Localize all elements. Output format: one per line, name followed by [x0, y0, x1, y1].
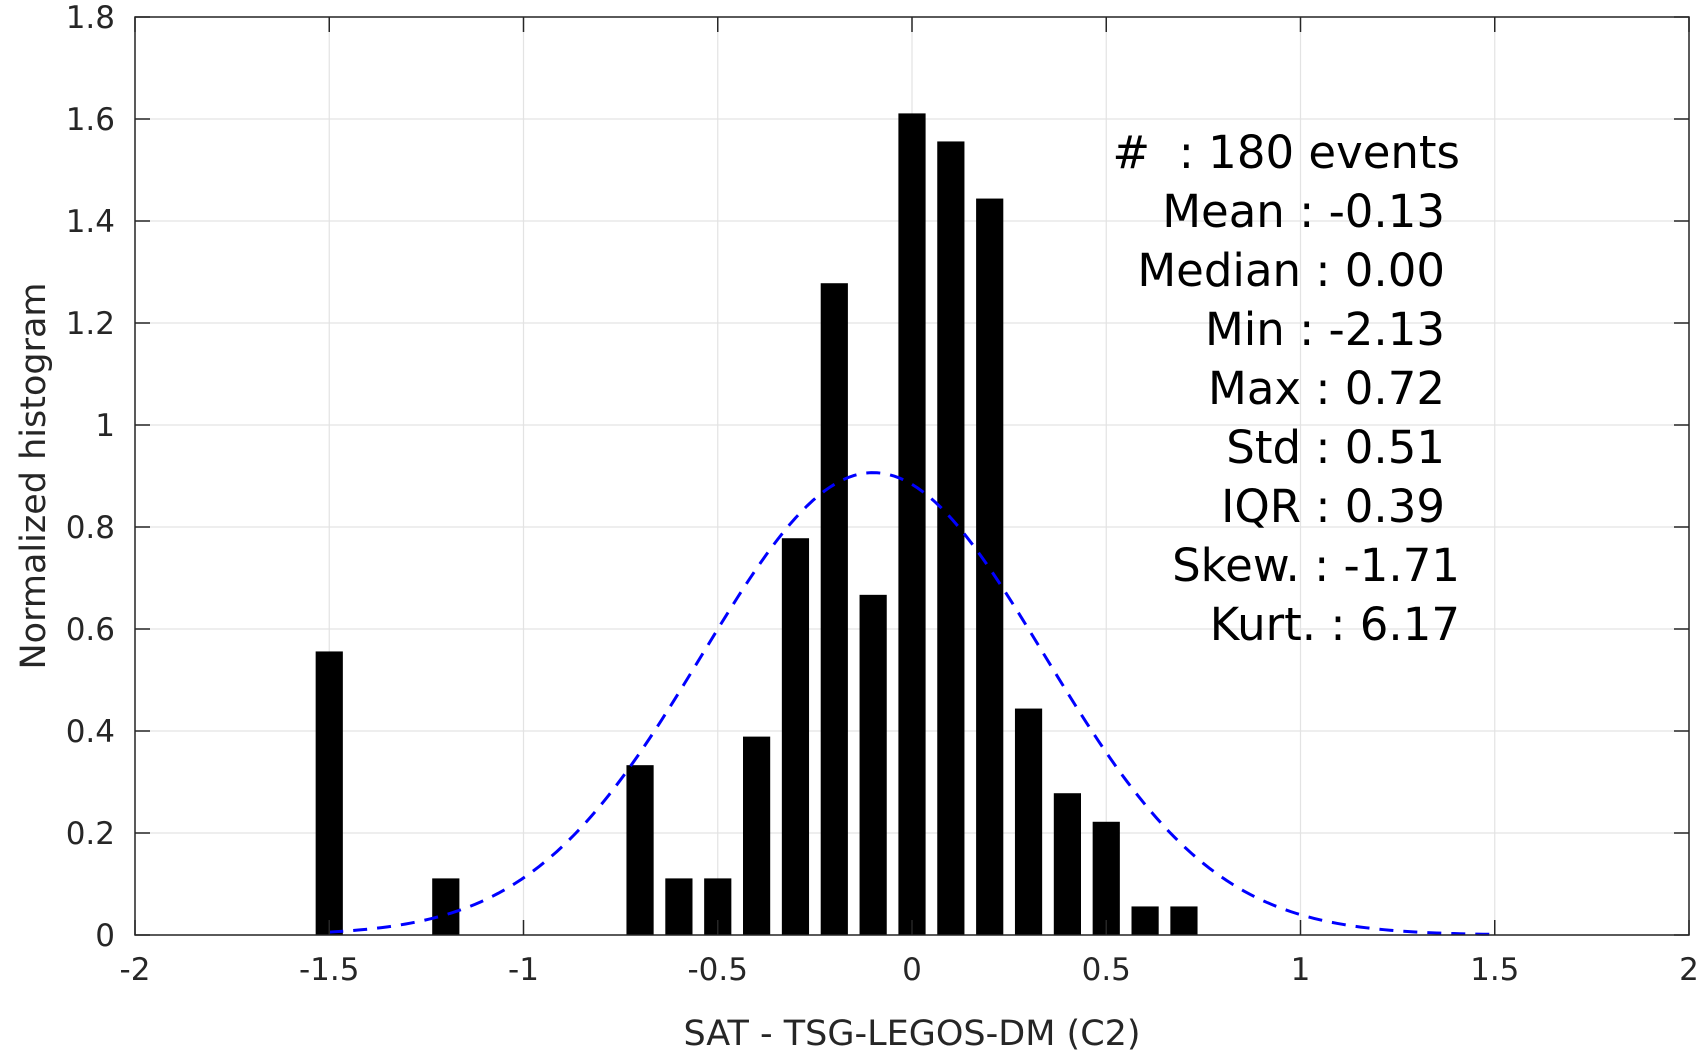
stats-line-5: Std : 0.51 — [1226, 421, 1445, 474]
histogram-bar-5 — [743, 736, 771, 935]
y-tick-label-3: 0.6 — [66, 612, 115, 648]
histogram-bar-1 — [432, 878, 460, 935]
y-tick-label-8: 1.6 — [66, 102, 115, 138]
stats-line-4: Max : 0.72 — [1208, 362, 1445, 415]
x-axis-label: SAT - TSG-LEGOS-DM (C2) — [683, 1014, 1140, 1053]
y-tick-label-4: 0.8 — [66, 510, 115, 546]
histogram-bar-16 — [1170, 906, 1198, 935]
histogram-bar-7 — [820, 283, 848, 936]
x-tick-label-5: 0.5 — [1082, 952, 1131, 988]
stats-line-2: Median : 0.00 — [1137, 244, 1445, 297]
y-tick-labels: 0 0.2 0.4 0.6 0.8 1 1.2 1.4 1.6 1.8 — [66, 0, 115, 954]
x-tick-label-8: 2 — [1679, 952, 1699, 988]
stats-line-0: # : 180 events — [1112, 126, 1460, 179]
x-tick-label-7: 1.5 — [1470, 952, 1519, 988]
histogram-bar-8 — [859, 594, 887, 935]
histogram-bar-2 — [626, 765, 654, 935]
y-tick-label-7: 1.4 — [66, 204, 115, 240]
histogram-bar-10 — [937, 141, 965, 935]
x-tick-label-3: -0.5 — [688, 952, 749, 988]
histogram-bar-12 — [1014, 708, 1043, 935]
histogram-bar-14 — [1092, 821, 1120, 935]
y-tick-label-1: 0.2 — [66, 816, 115, 852]
histogram-bar-0 — [315, 651, 343, 935]
stats-line-6: IQR : 0.39 — [1221, 480, 1445, 533]
axis-ticks — [134, 16, 1690, 936]
histogram-bar-9 — [898, 113, 926, 935]
stats-line-1: Mean : -0.13 — [1162, 185, 1445, 238]
y-axis-label: Normalized histogram — [14, 282, 54, 669]
x-tick-label-0: -2 — [120, 952, 151, 988]
stats-line-3: Min : -2.13 — [1205, 303, 1445, 356]
histogram-bars — [315, 113, 1198, 936]
x-tick-label-4: 0 — [902, 952, 922, 988]
y-tick-label-9: 1.8 — [66, 0, 115, 36]
stats-line-7: Skew. : -1.71 — [1172, 539, 1460, 592]
x-tick-labels: -2 -1.5 -1 -0.5 0 0.5 1 1.5 2 — [120, 952, 1699, 988]
x-tick-label-1: -1.5 — [299, 952, 360, 988]
histogram-bar-6 — [781, 538, 810, 935]
statistics-annotation: # : 180 events Mean : -0.13 Median : 0.00 M… — [1112, 126, 1460, 651]
y-tick-label-2: 0.4 — [66, 714, 115, 750]
x-tick-label-6: 1 — [1291, 952, 1311, 988]
histogram-bar-3 — [665, 878, 693, 935]
y-tick-label-0: 0 — [95, 918, 115, 954]
stats-line-8: Kurt. : 6.17 — [1210, 598, 1460, 651]
histogram-bar-15 — [1131, 906, 1159, 935]
y-tick-label-6: 1.2 — [66, 306, 115, 342]
x-tick-label-2: -1 — [508, 952, 539, 988]
histogram-bar-13 — [1053, 793, 1081, 935]
y-tick-label-5: 1 — [95, 408, 115, 444]
histogram-bar-11 — [976, 198, 1004, 935]
normal-fit-curve — [329, 471, 1495, 936]
